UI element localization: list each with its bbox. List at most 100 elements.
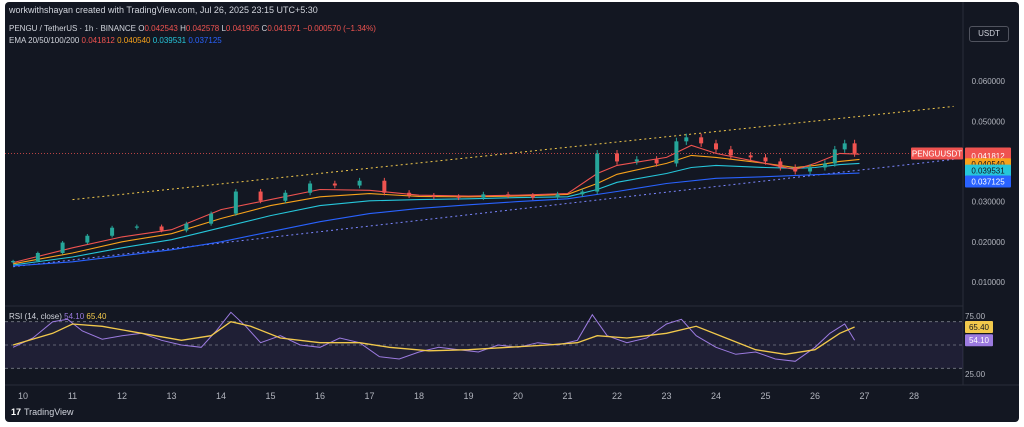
candle-body bbox=[357, 180, 362, 186]
candle-body bbox=[506, 194, 511, 196]
open-value: 0.042543 bbox=[144, 24, 178, 33]
high-label: H bbox=[180, 24, 186, 33]
candle-body bbox=[748, 155, 753, 158]
close-value: 0.041971 bbox=[267, 24, 301, 33]
price-labels: PENGUUSDT0.0419710.0418120.0405400.03953… bbox=[5, 147, 1011, 347]
candle-body bbox=[382, 180, 387, 193]
candles bbox=[11, 133, 857, 264]
ema20-price-label: 0.041812 bbox=[971, 152, 1005, 161]
x-tick-label: 18 bbox=[414, 391, 424, 401]
candle-body bbox=[842, 143, 847, 150]
x-tick-label: 14 bbox=[216, 391, 226, 401]
candle-body bbox=[832, 149, 837, 164]
ema200-line bbox=[13, 172, 860, 267]
chart-frame: workwithshayan created with TradingView.… bbox=[5, 2, 1019, 422]
candle-body bbox=[808, 167, 813, 172]
x-tick-label: 19 bbox=[463, 391, 473, 401]
x-tick-label: 11 bbox=[68, 391, 77, 401]
rsi-background bbox=[5, 321, 963, 369]
x-tick-label: 21 bbox=[562, 391, 572, 401]
candle-body bbox=[674, 141, 679, 164]
x-tick-label: 22 bbox=[612, 391, 622, 401]
rsi-legend[interactable]: RSI (14, close) 54.10 65.40 bbox=[9, 312, 106, 321]
ema200-price-label-bg bbox=[965, 175, 1011, 188]
x-tick-label: 23 bbox=[661, 391, 671, 401]
candle-body bbox=[793, 167, 798, 172]
candle-body bbox=[555, 194, 560, 198]
candle-body bbox=[35, 253, 40, 262]
x-tick-label: 16 bbox=[315, 391, 325, 401]
rsi-label: RSI (14, close) bbox=[9, 312, 62, 321]
close-label: C bbox=[261, 24, 268, 33]
channel-lower-line bbox=[13, 158, 954, 268]
rsi-ma-value: 65.40 bbox=[86, 312, 107, 321]
candle-body bbox=[699, 137, 704, 144]
channel-upper-line bbox=[72, 105, 954, 201]
candle-body bbox=[110, 227, 115, 236]
change-value: −0.000570 (−1.34%) bbox=[302, 24, 376, 33]
candle-body bbox=[85, 235, 90, 243]
y-tick-label: 0.050000 bbox=[972, 117, 1006, 126]
x-tick-label: 20 bbox=[513, 391, 523, 401]
price-chart[interactable]: 10 11 12 13 14 15 16 17 18 19 20 21 22 23 24 25 26 27 28 0.… bbox=[5, 2, 1019, 422]
tradingview-logo-icon: 17 bbox=[11, 407, 22, 417]
candle-body bbox=[852, 143, 857, 154]
candle-body bbox=[407, 192, 412, 196]
tradingview-brand[interactable]: 17 TradingView bbox=[11, 407, 74, 417]
rsi-line bbox=[12, 311, 856, 362]
candle-body bbox=[728, 149, 733, 156]
low-value: 0.041905 bbox=[225, 24, 260, 33]
candle-body bbox=[654, 159, 659, 164]
open-label: O bbox=[138, 24, 145, 33]
x-tick-label: 25 bbox=[760, 391, 770, 401]
candle-body bbox=[595, 153, 600, 192]
candle-body bbox=[60, 242, 65, 253]
ema50-line bbox=[13, 154, 860, 265]
x-tick-label: 12 bbox=[117, 391, 127, 401]
candle-body bbox=[684, 137, 689, 142]
y-tick-label: 0.010000 bbox=[972, 278, 1006, 287]
rsi-lines bbox=[12, 311, 856, 362]
rsi-ma-line bbox=[12, 321, 855, 355]
rsi-ma-price-label: 65.40 bbox=[969, 323, 990, 332]
x-tick-label: 15 bbox=[265, 391, 275, 401]
ema200-value: 0.037125 bbox=[188, 36, 222, 45]
rsi-tick-label: 75.00 bbox=[965, 312, 986, 321]
ema100-price-label: 0.039531 bbox=[971, 167, 1005, 176]
ema-legend[interactable]: EMA 20/50/100/200 0.041812 0.040540 0.03… bbox=[9, 36, 222, 45]
rsi-band bbox=[5, 321, 963, 369]
x-tick-label: 13 bbox=[166, 391, 176, 401]
ema-lines bbox=[12, 144, 860, 267]
ema200-price-label: 0.037125 bbox=[971, 178, 1005, 187]
y-tick-label: 0.020000 bbox=[972, 238, 1006, 247]
symbol-price-label: PENGUUSDT bbox=[912, 150, 962, 159]
credit-text: workwithshayan created with TradingView.… bbox=[9, 5, 318, 15]
candle-body bbox=[580, 191, 585, 195]
symbol-legend: PENGU / TetherUS · 1h · BINANCE O0.04254… bbox=[9, 24, 376, 33]
candle-body bbox=[456, 196, 461, 198]
candle-body bbox=[431, 195, 436, 197]
candle-body bbox=[778, 161, 783, 168]
x-tick-label: 27 bbox=[859, 391, 869, 401]
candle-body bbox=[481, 194, 486, 198]
axes: 10 11 12 13 14 15 16 17 18 19 20 21 22 23 24 25 26 27 28 0.… bbox=[18, 77, 1006, 401]
x-tick-label: 10 bbox=[18, 391, 28, 401]
currency-button[interactable]: USDT bbox=[969, 26, 1009, 42]
candle-body bbox=[714, 143, 718, 150]
candle-body bbox=[159, 226, 164, 231]
candle-body bbox=[615, 153, 619, 162]
ema-label: EMA 20/50/100/200 bbox=[9, 36, 80, 45]
high-value: 0.042578 bbox=[185, 24, 220, 33]
ema100-price-label-bg bbox=[965, 164, 1011, 177]
ema20-value: 0.041812 bbox=[81, 36, 115, 45]
rsi-value: 54.10 bbox=[64, 312, 85, 321]
candle-body bbox=[530, 195, 535, 198]
rsi-price-label: 54.10 bbox=[969, 336, 990, 345]
symbol-price-label-bg bbox=[911, 147, 963, 160]
candle-body bbox=[258, 191, 263, 201]
candle-body bbox=[11, 261, 16, 263]
x-tick-label: 17 bbox=[364, 391, 374, 401]
candle-body bbox=[184, 223, 189, 231]
x-tick-label: 26 bbox=[810, 391, 820, 401]
symbol-title[interactable]: PENGU / TetherUS · 1h · BINANCE bbox=[9, 24, 136, 33]
